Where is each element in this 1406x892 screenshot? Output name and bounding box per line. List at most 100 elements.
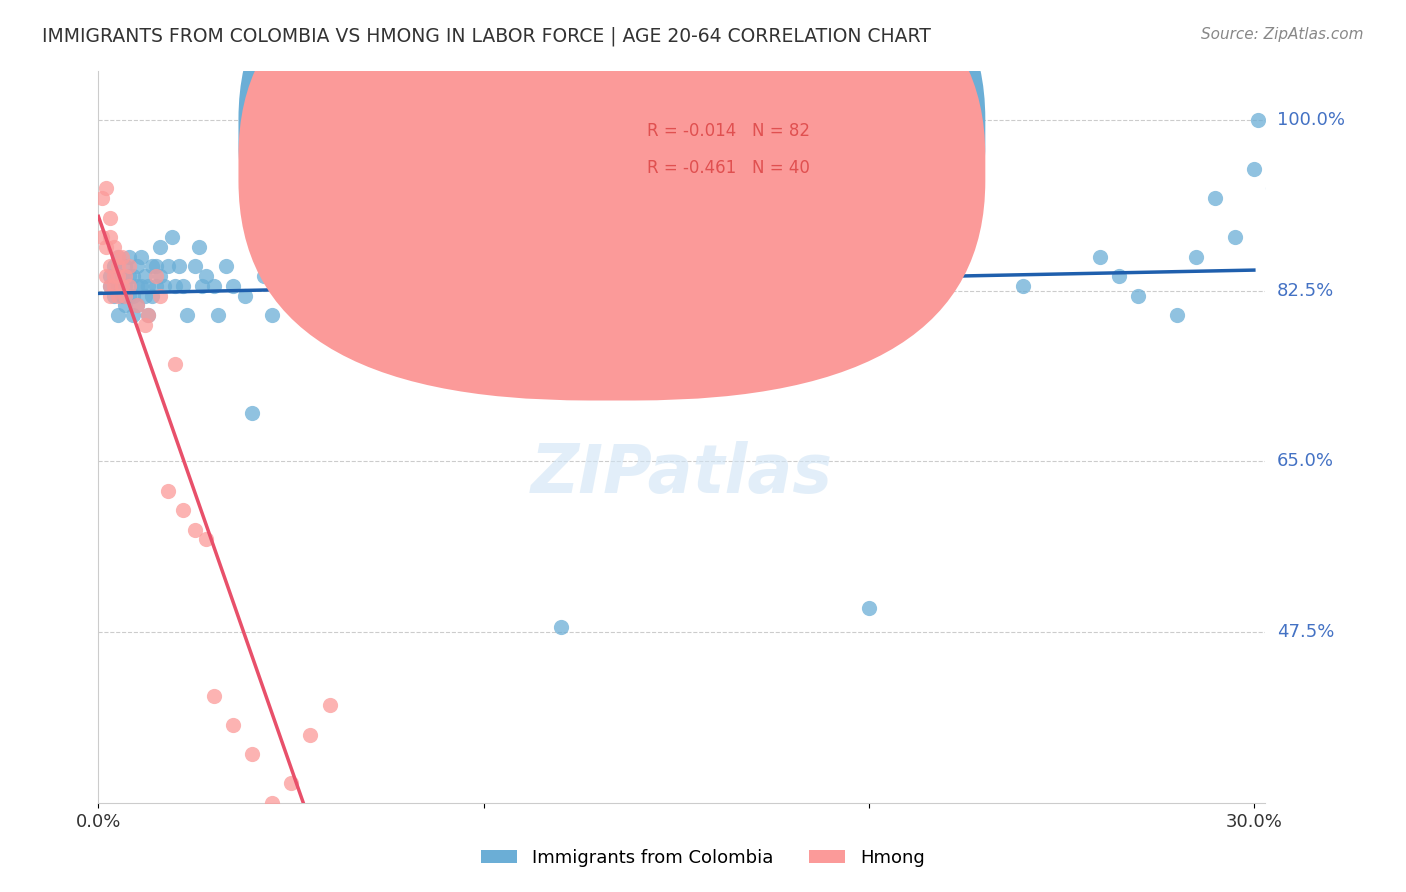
Point (242, 406, 264, 420)
Point (742, 279, 765, 293)
Point (114, 298, 136, 312)
Point (183, 260, 205, 274)
Point (588, 279, 610, 293)
Point (107, 279, 129, 293)
Point (98, 279, 121, 293)
Point (103, 288, 125, 302)
Point (176, 308, 198, 322)
Text: ZIPatlas: ZIPatlas (531, 441, 832, 507)
Point (107, 250, 129, 264)
Point (318, 698, 340, 713)
Legend: Immigrants from Colombia, Hmong: Immigrants from Colombia, Hmong (474, 842, 932, 874)
Point (202, 279, 225, 293)
Point (149, 269, 172, 284)
Text: R = -0.014   N = 82: R = -0.014 N = 82 (647, 122, 810, 140)
Point (222, 718, 245, 732)
Point (172, 279, 194, 293)
Point (94, 269, 117, 284)
Point (122, 308, 145, 322)
Point (114, 260, 136, 274)
Point (375, 279, 398, 293)
Text: IMMIGRANTS FROM COLOMBIA VS HMONG IN LABOR FORCE | AGE 20-64 CORRELATION CHART: IMMIGRANTS FROM COLOMBIA VS HMONG IN LAB… (42, 27, 931, 46)
Point (207, 308, 229, 322)
Point (145, 279, 167, 293)
Point (1223, 230, 1246, 244)
Point (780, 288, 803, 302)
FancyBboxPatch shape (239, 0, 986, 401)
Point (195, 533, 218, 547)
Point (1243, 161, 1265, 176)
Point (253, 269, 276, 284)
Point (1128, 288, 1150, 302)
Text: 82.5%: 82.5% (1277, 282, 1334, 300)
Point (183, 523, 205, 537)
Point (1185, 250, 1208, 264)
Point (153, 279, 176, 293)
Point (233, 288, 256, 302)
Point (103, 279, 125, 293)
Point (626, 260, 648, 274)
Text: R = -0.461   N = 40: R = -0.461 N = 40 (647, 159, 810, 177)
Point (156, 260, 179, 274)
Point (165, 279, 187, 293)
Point (98, 279, 121, 293)
Point (357, 260, 380, 274)
Point (1166, 308, 1188, 322)
Point (107, 269, 129, 284)
Point (98, 288, 121, 302)
Text: 65.0%: 65.0% (1277, 452, 1334, 470)
Point (94, 181, 117, 195)
Point (260, 308, 283, 322)
Point (195, 269, 218, 284)
Point (145, 269, 167, 284)
Point (103, 269, 125, 284)
Point (1247, 113, 1270, 128)
Point (122, 288, 145, 302)
Point (118, 288, 141, 302)
Point (107, 308, 129, 322)
Point (149, 240, 172, 254)
Text: 100.0%: 100.0% (1277, 112, 1346, 129)
Point (129, 279, 152, 293)
Point (299, 298, 322, 312)
Point (187, 240, 209, 254)
Point (156, 483, 179, 498)
Point (169, 260, 191, 274)
Point (134, 288, 156, 302)
Point (160, 230, 183, 244)
Point (145, 260, 167, 274)
Point (299, 727, 322, 741)
Point (125, 298, 148, 312)
Point (118, 269, 141, 284)
Point (165, 357, 187, 371)
Point (222, 279, 245, 293)
Point (118, 250, 141, 264)
Point (434, 288, 457, 302)
FancyBboxPatch shape (576, 112, 891, 192)
Point (134, 318, 156, 332)
Point (472, 260, 495, 274)
Point (665, 308, 688, 322)
Point (114, 288, 136, 302)
Point (110, 250, 132, 264)
Text: 47.5%: 47.5% (1277, 624, 1334, 641)
Point (138, 308, 160, 322)
Point (260, 796, 283, 810)
Point (114, 269, 136, 284)
Point (134, 269, 156, 284)
Point (125, 260, 148, 274)
Point (114, 279, 136, 293)
Point (280, 260, 302, 274)
Point (172, 503, 194, 517)
Point (110, 279, 132, 293)
Point (214, 260, 236, 274)
Point (138, 308, 160, 322)
Point (110, 279, 132, 293)
Point (94, 240, 117, 254)
Point (1108, 269, 1130, 284)
Text: Source: ZipAtlas.com: Source: ZipAtlas.com (1201, 27, 1364, 42)
Point (337, 279, 360, 293)
Point (1011, 279, 1033, 293)
Point (110, 288, 132, 302)
Point (202, 689, 225, 703)
